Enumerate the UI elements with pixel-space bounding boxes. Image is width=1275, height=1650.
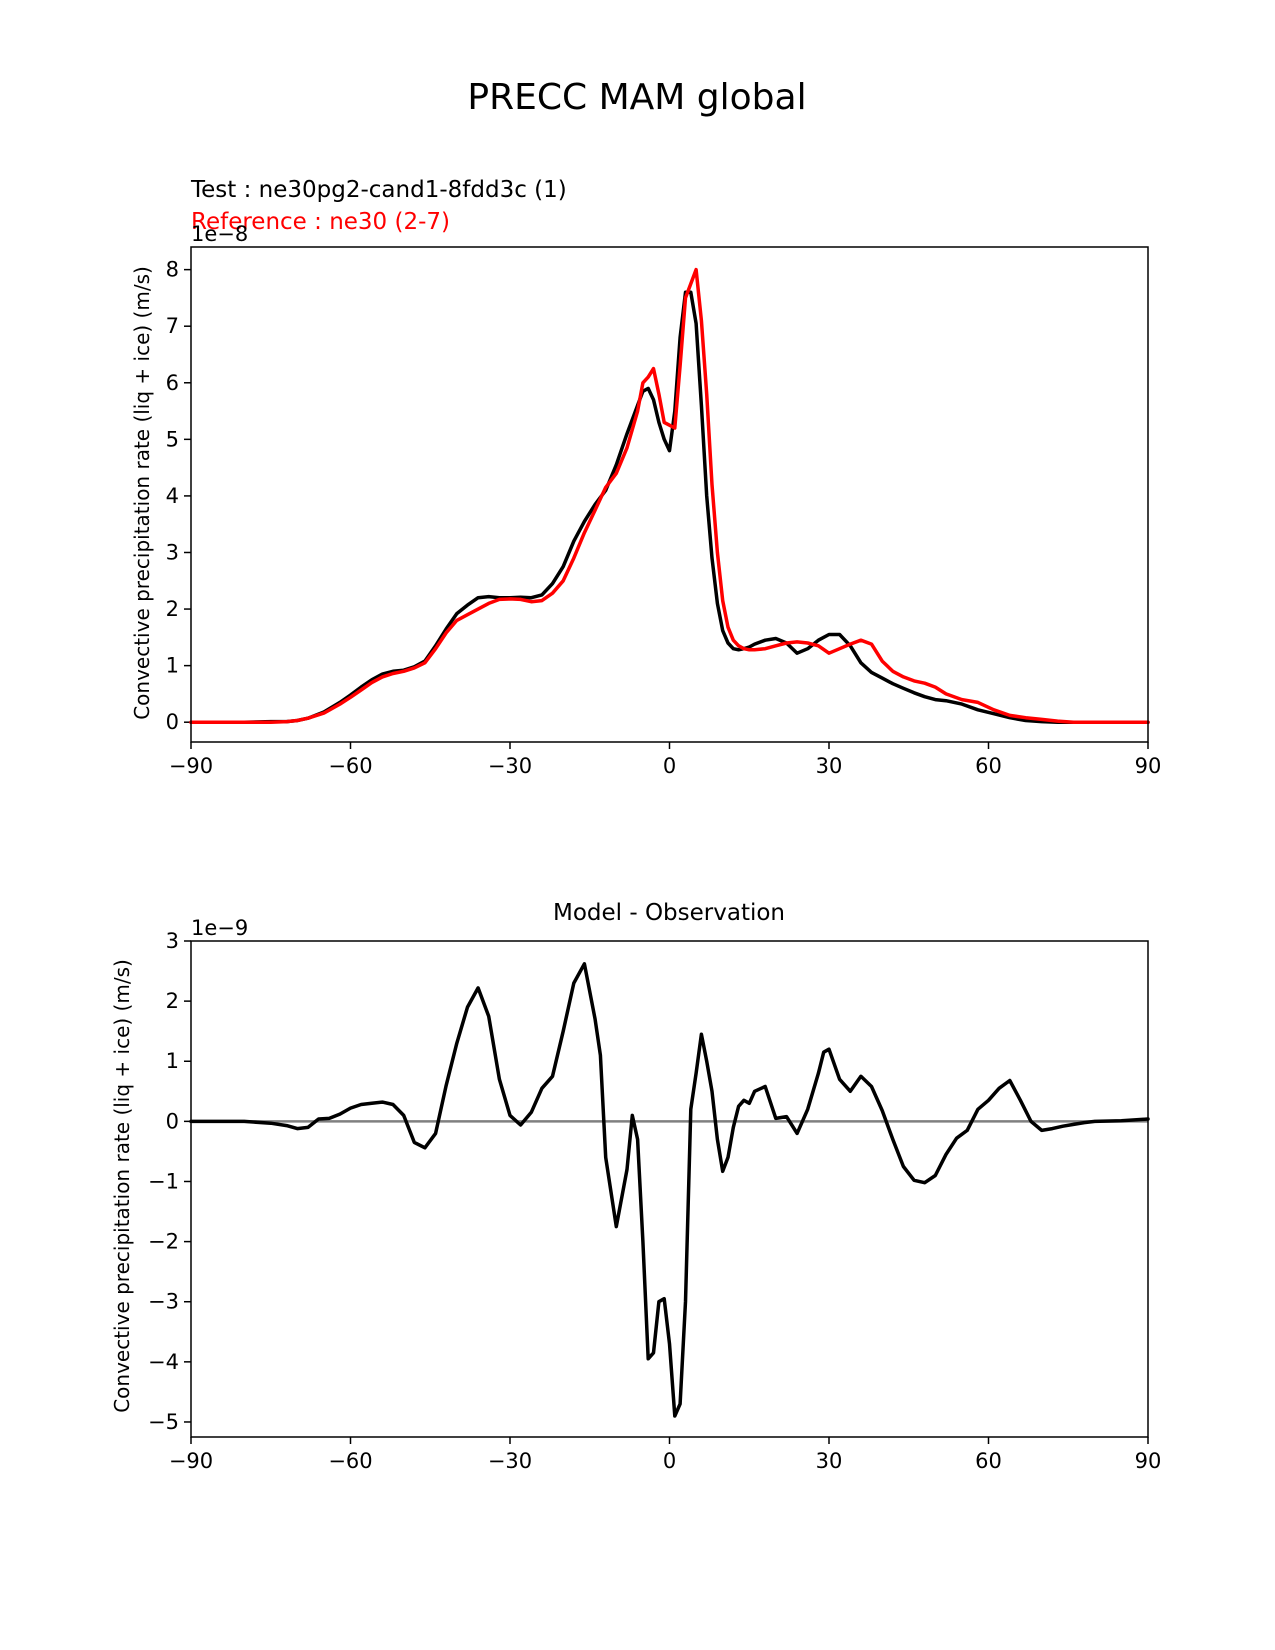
x-tick-label: −60 — [328, 754, 372, 778]
x-tick-label: 0 — [663, 1449, 676, 1473]
x-tick-label: 0 — [663, 754, 676, 778]
top-ylabel: Convective precipitation rate (liq + ice… — [130, 266, 154, 720]
x-tick-label: 30 — [816, 754, 843, 778]
y-tick-label: 4 — [166, 484, 179, 508]
y-tick-label: −5 — [148, 1410, 179, 1434]
series-line-test — [189, 290, 1150, 724]
y-tick-label: 3 — [166, 540, 179, 564]
y-tick-label: 0 — [166, 1109, 179, 1133]
figure-title: PRECC MAM global — [467, 77, 806, 118]
series-line-reference — [189, 267, 1150, 724]
y-tick-label: 5 — [166, 427, 179, 451]
bottom-ylabel: Convective precipitation rate (liq + ice… — [110, 959, 134, 1413]
y-tick-label: 2 — [166, 989, 179, 1013]
x-tick-label: 90 — [1135, 754, 1162, 778]
bottom-plot-area: −90 −60 −30 0 30 60 90 −5 −4 −3 −2 −1 0 1 2 3 — [148, 929, 1161, 1473]
x-tick-label: −90 — [169, 1449, 213, 1473]
x-tick-label: −30 — [488, 1449, 532, 1473]
top-offset-text: 1e−8 — [191, 222, 248, 246]
x-tick-label: −30 — [488, 754, 532, 778]
y-tick-label: −1 — [148, 1169, 179, 1193]
y-tick-label: 6 — [166, 371, 179, 395]
x-tick-label: −90 — [169, 754, 213, 778]
y-tick-label: 1 — [166, 654, 179, 678]
y-tick-label: 7 — [166, 314, 179, 338]
y-tick-label: −3 — [148, 1290, 179, 1314]
series-line-model-observation — [189, 962, 1150, 1418]
bottom-title: Model - Observation — [553, 900, 785, 926]
bottom-offset-text: 1e−9 — [191, 916, 248, 940]
axes-frame — [190, 940, 1149, 1438]
y-tick-label: 0 — [166, 710, 179, 734]
y-tick-label: 1 — [166, 1049, 179, 1073]
top-chart: Test : ne30pg2-cand1-8fdd3c (1) Referenc… — [130, 177, 1161, 778]
x-tick-label: 60 — [975, 1449, 1002, 1473]
x-tick-label: 30 — [816, 1449, 843, 1473]
y-tick-label: −2 — [148, 1230, 179, 1254]
x-tick-label: −60 — [328, 1449, 372, 1473]
axes-frame — [190, 246, 1149, 743]
legend-text-test: Test : ne30pg2-cand1-8fdd3c (1) — [190, 177, 567, 203]
bottom-chart: Model - Observation 1e−9 Convective prec… — [110, 900, 1161, 1473]
x-tick-label: 60 — [975, 754, 1002, 778]
legend-text-reference: Reference : ne30 (2-7) — [191, 209, 450, 235]
y-tick-label: 2 — [166, 597, 179, 621]
y-tick-label: −4 — [148, 1350, 179, 1374]
top-plot-area: −90 −60 −30 0 30 60 90 0 1 2 3 4 5 6 7 8 — [166, 246, 1162, 778]
x-tick-label: 90 — [1135, 1449, 1162, 1473]
y-tick-label: 3 — [166, 929, 179, 953]
y-tick-label: 8 — [166, 258, 179, 282]
